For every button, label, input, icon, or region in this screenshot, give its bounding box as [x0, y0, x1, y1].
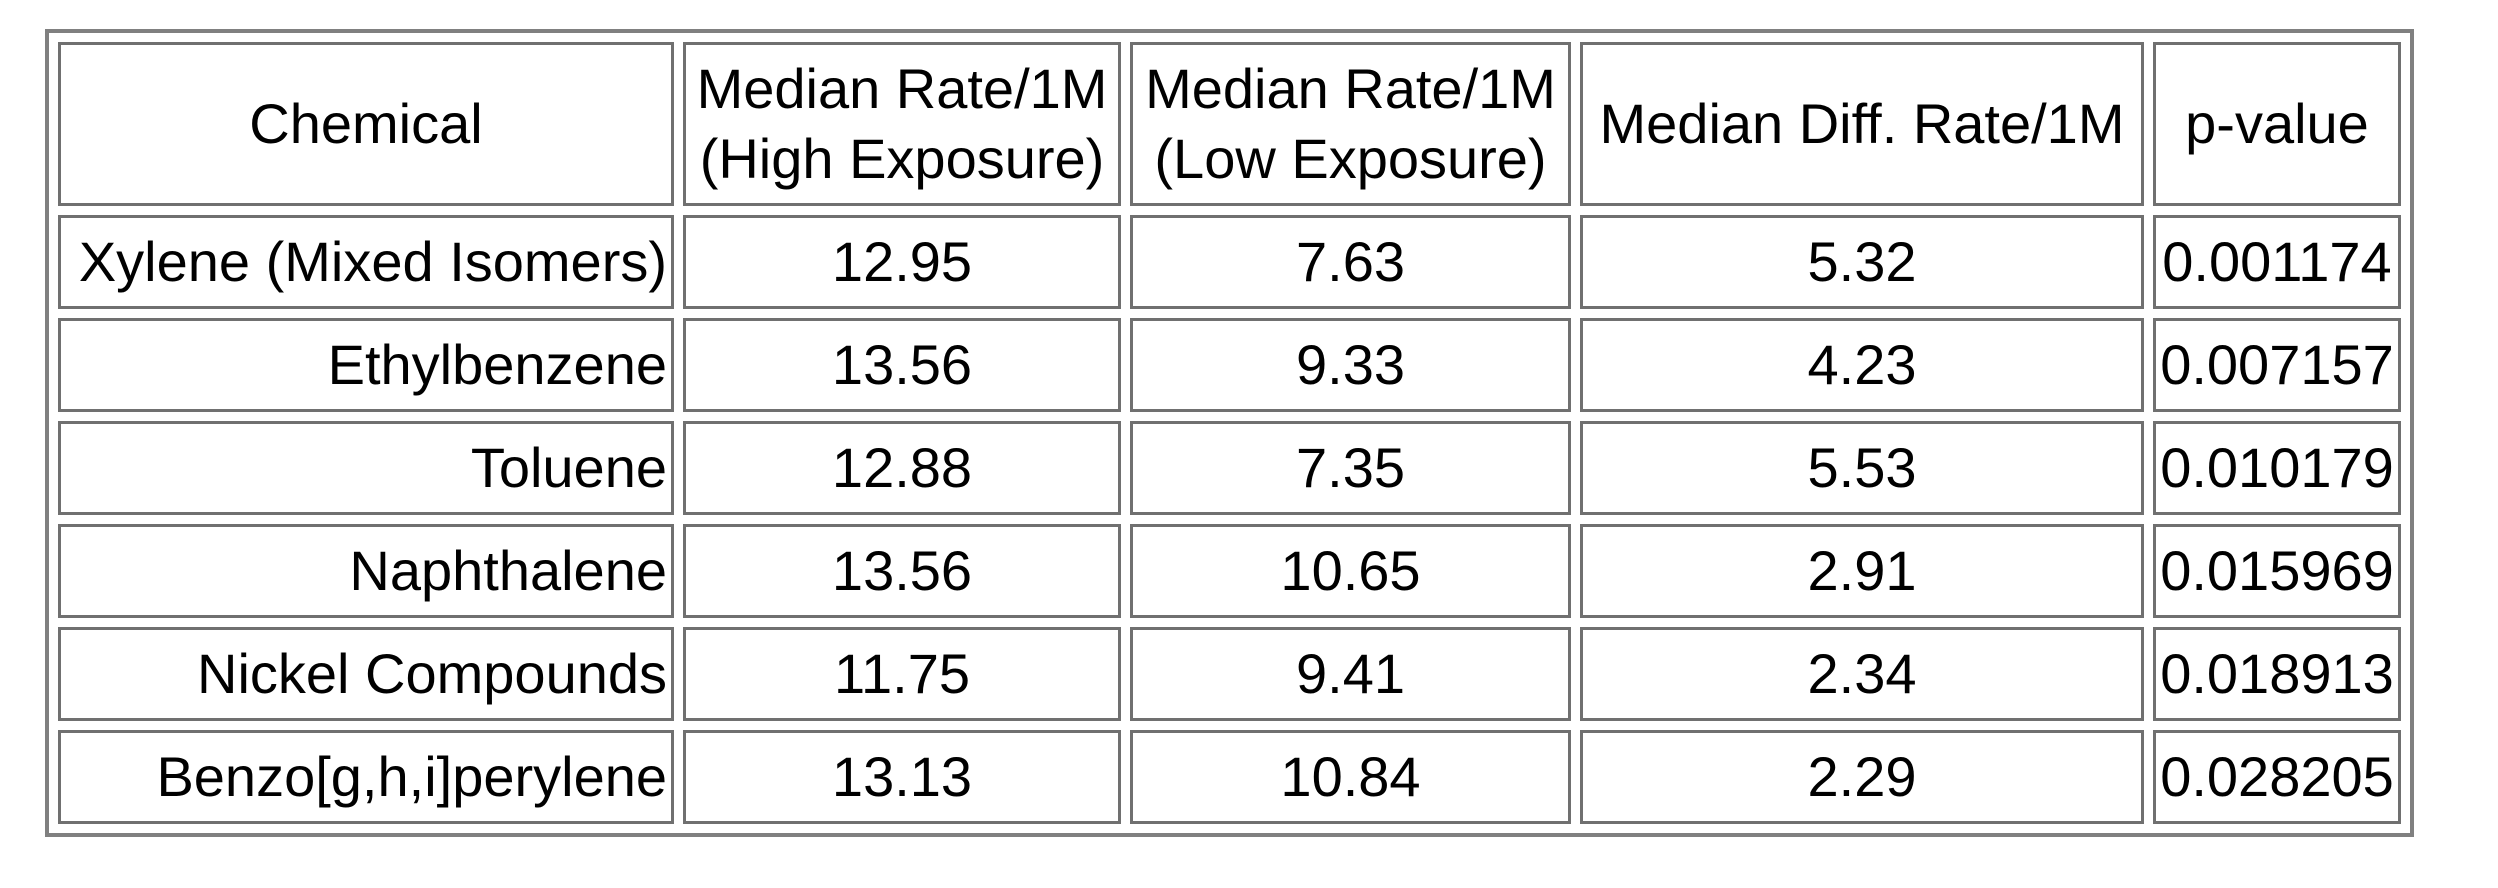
- header-cell: Median Diff. Rate/1M: [1580, 42, 2144, 206]
- value-cell: 0.010179: [2153, 421, 2401, 515]
- header-cell: p-value: [2153, 42, 2401, 206]
- value-cell: 7.35: [1130, 421, 1571, 515]
- value-cell: 9.33: [1130, 318, 1571, 412]
- data-table: Chemical Median Rate/1M (High Exposure) Me…: [45, 29, 2414, 837]
- table-row: Toluene 12.88 7.35 5.53 0.010179: [58, 421, 2401, 515]
- header-cell: Chemical: [58, 42, 674, 206]
- value-cell: 10.84: [1130, 730, 1571, 824]
- value-cell: 7.63: [1130, 215, 1571, 309]
- value-cell: 4.23: [1580, 318, 2144, 412]
- value-cell: 0.007157: [2153, 318, 2401, 412]
- table-row: Ethylbenzene 13.56 9.33 4.23 0.007157: [58, 318, 2401, 412]
- chemical-cell: Naphthalene: [58, 524, 674, 618]
- table-row: Benzo[g,h,i]perylene 13.13 10.84 2.29 0.0282…: [58, 730, 2401, 824]
- chemical-cell: Ethylbenzene: [58, 318, 674, 412]
- chemical-cell: Nickel Compounds: [58, 627, 674, 721]
- value-cell: 5.53: [1580, 421, 2144, 515]
- value-cell: 0.018913: [2153, 627, 2401, 721]
- value-cell: 11.75: [683, 627, 1121, 721]
- header-cell: Median Rate/1M (Low Exposure): [1130, 42, 1571, 206]
- value-cell: 12.88: [683, 421, 1121, 515]
- value-cell: 13.13: [683, 730, 1121, 824]
- chemical-cell: Xylene (Mixed Isomers): [58, 215, 674, 309]
- value-cell: 0.015969: [2153, 524, 2401, 618]
- value-cell: 12.95: [683, 215, 1121, 309]
- value-cell: 2.91: [1580, 524, 2144, 618]
- value-cell: 2.29: [1580, 730, 2144, 824]
- table-row: Naphthalene 13.56 10.65 2.91 0.015969: [58, 524, 2401, 618]
- value-cell: 13.56: [683, 524, 1121, 618]
- value-cell: 0.001174: [2153, 215, 2401, 309]
- header-row: Chemical Median Rate/1M (High Exposure) Me…: [58, 42, 2401, 206]
- chemical-cell: Toluene: [58, 421, 674, 515]
- table-body: Xylene (Mixed Isomers) 12.95 7.63 5.32 0.001…: [58, 215, 2401, 824]
- chemical-cell: Benzo[g,h,i]perylene: [58, 730, 674, 824]
- value-cell: 13.56: [683, 318, 1121, 412]
- value-cell: 5.32: [1580, 215, 2144, 309]
- table-row: Xylene (Mixed Isomers) 12.95 7.63 5.32 0.001…: [58, 215, 2401, 309]
- table-row: Nickel Compounds 11.75 9.41 2.34 0.018913: [58, 627, 2401, 721]
- value-cell: 10.65: [1130, 524, 1571, 618]
- value-cell: 2.34: [1580, 627, 2144, 721]
- value-cell: 9.41: [1130, 627, 1571, 721]
- value-cell: 0.028205: [2153, 730, 2401, 824]
- header-cell: Median Rate/1M (High Exposure): [683, 42, 1121, 206]
